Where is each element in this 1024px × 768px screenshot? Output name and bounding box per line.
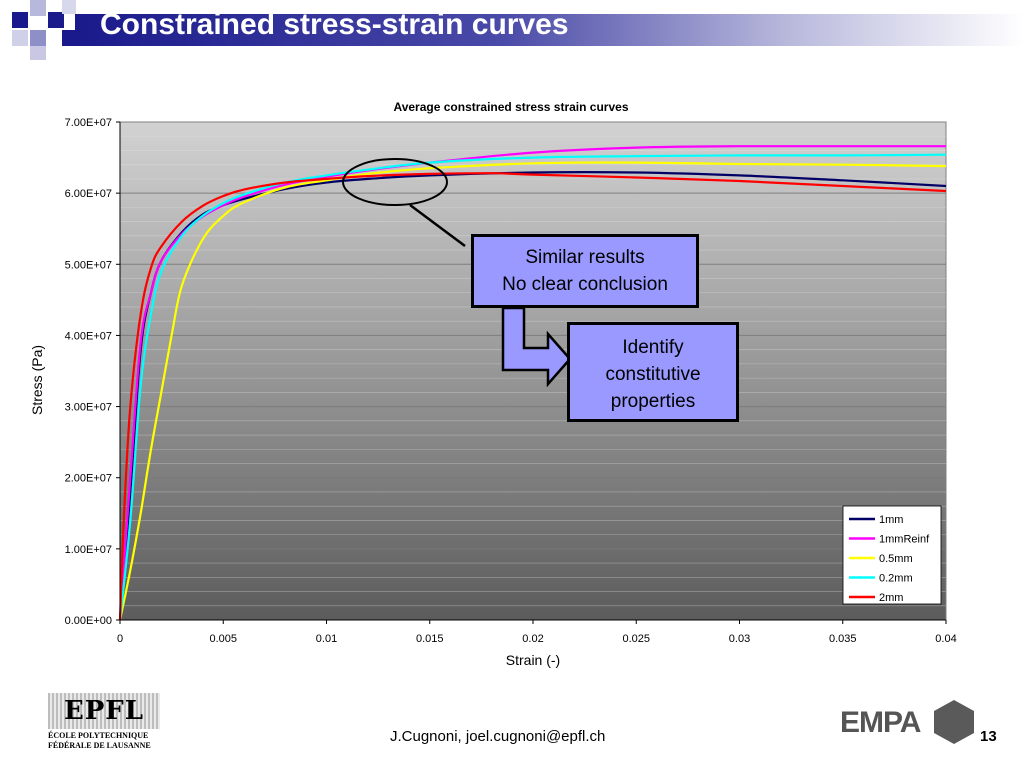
callout-line: Identify <box>622 337 684 358</box>
x-tick-label: 0.035 <box>829 633 857 645</box>
x-tick-label: 0.03 <box>729 633 750 645</box>
y-tick-label: 7.00E+07 <box>65 117 112 129</box>
flow-arrow <box>501 306 572 388</box>
axes-layer: 0.00E+00 1.00E+07 2.00E+07 3.00E+07 4.00E+07… <box>65 117 957 645</box>
y-tick-label: 3.00E+07 <box>65 402 112 414</box>
decor-square <box>62 30 76 46</box>
decor-square <box>12 30 28 46</box>
decor-square <box>30 46 46 60</box>
callout-line: No clear conclusion <box>502 274 668 295</box>
slide-title: Constrained stress-strain curves <box>100 8 569 41</box>
x-tick-label: 0.015 <box>416 633 444 645</box>
gridlines <box>120 135 946 607</box>
callout-line: constitutive <box>605 364 701 385</box>
decor-square <box>30 0 46 16</box>
decor-square <box>62 0 76 14</box>
y-tick-label: 2.00E+07 <box>65 473 112 485</box>
x-tick-label: 0.04 <box>935 633 956 645</box>
decor-square <box>48 12 64 28</box>
chart-title: Average constrained stress strain curves <box>393 100 628 114</box>
legend: 1mm 1mmReinf 0.5mm 0.2mm 2mm <box>842 505 942 605</box>
x-tick-label: 0.025 <box>622 633 650 645</box>
epfl-logo: EPFL ÉCOLE POLYTECHNIQUE FÉDÉRALE DE LAU… <box>48 693 160 750</box>
footer-author: J.Cugnoni, joel.cugnoni@epfl.ch <box>390 728 606 745</box>
x-tick-label: 0.005 <box>209 633 237 645</box>
callout-pointer-line <box>409 203 466 248</box>
callout-line: Similar results <box>525 247 645 268</box>
legend-label: 0.5mm <box>879 553 913 565</box>
x-tick-label: 0.02 <box>522 633 543 645</box>
page-number: 13 <box>980 728 997 745</box>
empa-logo: EMPA <box>840 698 974 746</box>
x-tick-label: 0 <box>117 633 123 645</box>
x-axis-label: Strain (-) <box>506 652 560 668</box>
y-tick-label: 0.00E+00 <box>65 615 112 627</box>
y-axis-label: Stress (Pa) <box>29 345 45 415</box>
series-line-2mm <box>118 172 947 621</box>
epfl-logo-text: ÉCOLE POLYTECHNIQUE FÉDÉRALE DE LAUSANNE <box>48 731 151 750</box>
callout-identify-properties: Identify constitutive properties <box>567 322 739 422</box>
callout-line: properties <box>610 391 696 412</box>
empa-logo-text: EMPA <box>840 706 921 739</box>
y-tick-label: 4.00E+07 <box>65 330 112 342</box>
legend-label: 0.2mm <box>879 573 913 585</box>
x-tick-label: 0.01 <box>316 633 337 645</box>
decor-square <box>12 12 28 28</box>
series-line-1mmReinf <box>118 145 946 621</box>
title-bar <box>75 14 1024 46</box>
series-layer <box>118 145 947 621</box>
stress-strain-chart: 0.00E+00 1.00E+07 2.00E+07 3.00E+07 4.00E+07… <box>29 100 957 668</box>
y-tick-label: 6.00E+07 <box>65 188 112 200</box>
callout-similar-results: Similar results No clear conclusion <box>471 234 699 308</box>
y-tick-label: 5.00E+07 <box>65 259 112 271</box>
empa-hexagon-icon <box>934 700 974 744</box>
legend-label: 1mm <box>879 514 903 526</box>
legend-box <box>842 505 942 605</box>
legend-label: 1mmReinf <box>879 534 930 546</box>
highlight-ellipse <box>342 158 448 206</box>
epfl-logo-mark: EPFL <box>48 693 160 729</box>
y-tick-label: 1.00E+07 <box>65 544 112 556</box>
decor-square <box>30 30 46 46</box>
legend-label: 2mm <box>879 592 903 604</box>
series-line-0.5mm <box>118 161 947 621</box>
